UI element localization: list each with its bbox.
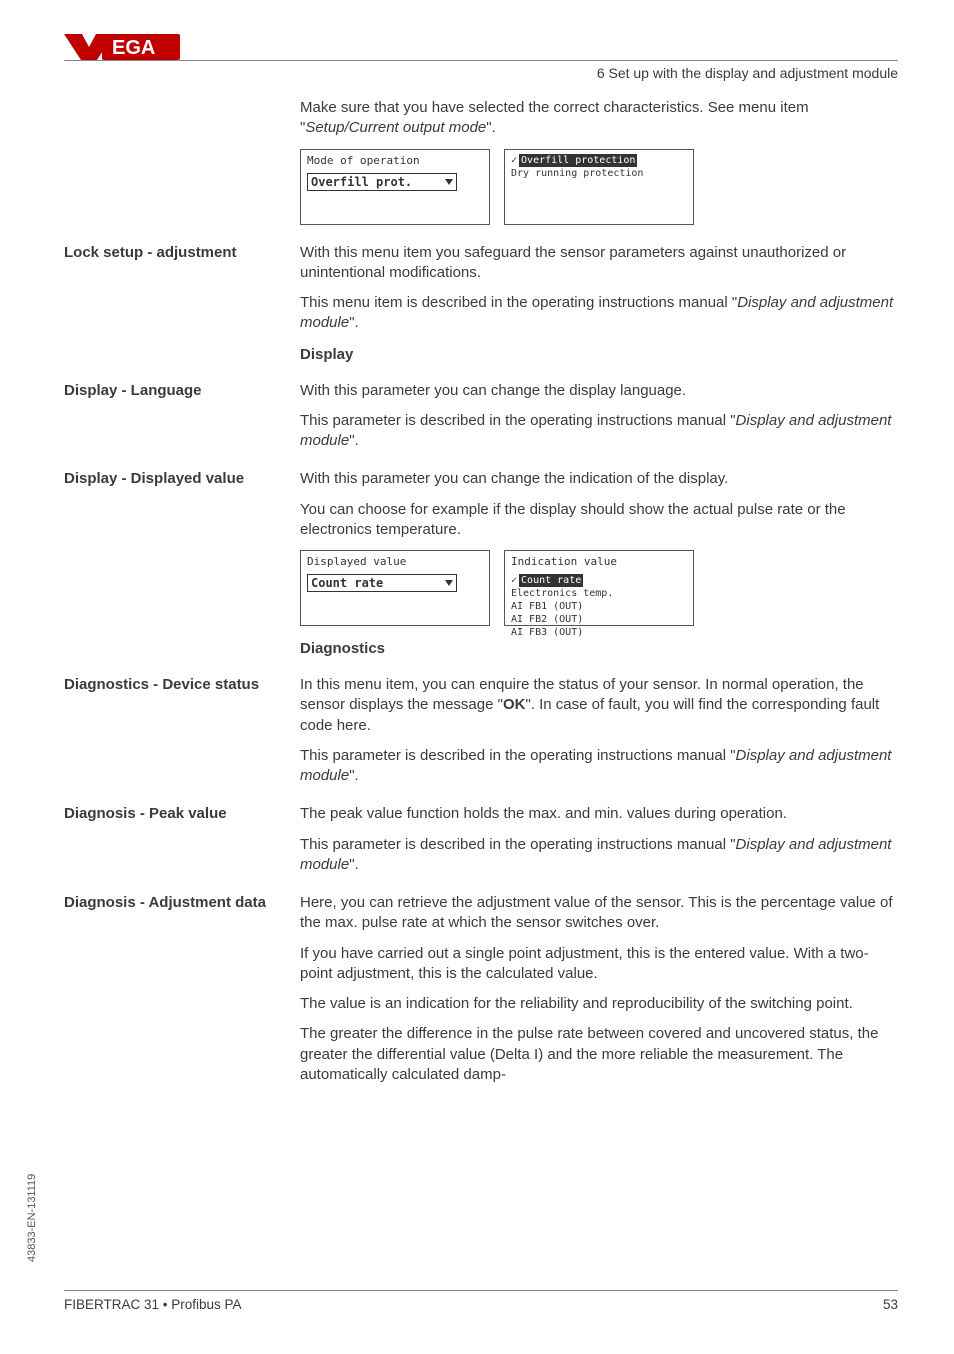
- header-section-title: 6 Set up with the display and adjustment…: [597, 65, 898, 81]
- adj-p4: The greater the difference in the pulse …: [300, 1024, 898, 1085]
- lcd-option[interactable]: AI FB1 (OUT): [511, 600, 687, 613]
- lcd-option-selected[interactable]: Count rate: [511, 574, 687, 587]
- lock-p2: This menu item is described in the opera…: [300, 293, 898, 334]
- chevron-down-icon: [445, 580, 453, 586]
- lcd-indication-options: Indication value Count rate Electronics …: [504, 550, 694, 626]
- intro-paragraph: Make sure that you have selected the cor…: [300, 98, 898, 139]
- side-label-lock-setup: Lock setup - adjustment: [64, 243, 284, 263]
- lcd-row-mode: Mode of operation Overfill prot. Overfil…: [300, 149, 898, 225]
- devstatus-p2: This parameter is described in the opera…: [300, 746, 898, 787]
- lcd-option[interactable]: AI FB3 (OUT): [511, 626, 687, 639]
- side-label-device-status: Diagnostics - Device status: [64, 675, 284, 695]
- footer-left: FIBERTRAC 31 • Profibus PA: [64, 1297, 242, 1312]
- lang-p2: This parameter is described in the opera…: [300, 411, 898, 452]
- side-label-displayed-value: Display - Displayed value: [64, 469, 284, 489]
- lcd-option[interactable]: AI FB2 (OUT): [511, 613, 687, 626]
- dispval-p2: You can choose for example if the displa…: [300, 500, 898, 541]
- lcd-dropdown[interactable]: Count rate: [307, 574, 457, 592]
- chevron-down-icon: [445, 179, 453, 185]
- page-header: 6 Set up with the display and adjustment…: [64, 60, 898, 81]
- footer-page-number: 53: [883, 1297, 898, 1312]
- adj-p3: The value is an indication for the relia…: [300, 994, 898, 1014]
- lcd-title: Mode of operation: [307, 154, 483, 167]
- peak-p1: The peak value function holds the max. a…: [300, 804, 898, 824]
- devstatus-p1: In this menu item, you can enquire the s…: [300, 675, 898, 736]
- heading-diagnostics: Diagnostics: [300, 640, 898, 657]
- side-label-peak-value: Diagnosis - Peak value: [64, 804, 284, 824]
- lcd-option[interactable]: Dry running protection: [511, 167, 687, 180]
- peak-p2: This parameter is described in the opera…: [300, 835, 898, 876]
- lcd-dropdown[interactable]: Overfill prot.: [307, 173, 457, 191]
- lcd-option[interactable]: Electronics temp.: [511, 587, 687, 600]
- lcd-title: Displayed value: [307, 555, 483, 568]
- adj-p2: If you have carried out a single point a…: [300, 944, 898, 985]
- lock-p1: With this menu item you safeguard the se…: [300, 243, 898, 284]
- document-id: 43833-EN-131119: [26, 1174, 38, 1262]
- dispval-p1: With this parameter you can change the i…: [300, 469, 898, 489]
- lcd-mode-of-operation: Mode of operation Overfill prot.: [300, 149, 490, 225]
- lcd-displayed-value: Displayed value Count rate: [300, 550, 490, 626]
- side-label-display-language: Display - Language: [64, 381, 284, 401]
- lcd-field-value: Count rate: [311, 576, 383, 590]
- logo-text: EGA: [112, 37, 155, 59]
- lcd-mode-options: Overfill protection Dry running protecti…: [504, 149, 694, 225]
- adj-p1: Here, you can retrieve the adjustment va…: [300, 893, 898, 934]
- page-footer: FIBERTRAC 31 • Profibus PA 53: [64, 1290, 898, 1312]
- lcd-field-value: Overfill prot.: [311, 175, 412, 189]
- lcd-list-title: Indication value: [511, 555, 687, 568]
- lcd-option-selected[interactable]: Overfill protection: [511, 154, 687, 167]
- heading-display: Display: [300, 346, 898, 363]
- lang-p1: With this parameter you can change the d…: [300, 381, 898, 401]
- side-label-adjustment-data: Diagnosis - Adjustment data: [64, 893, 284, 913]
- lcd-row-displayed: Displayed value Count rate Indication va…: [300, 550, 898, 626]
